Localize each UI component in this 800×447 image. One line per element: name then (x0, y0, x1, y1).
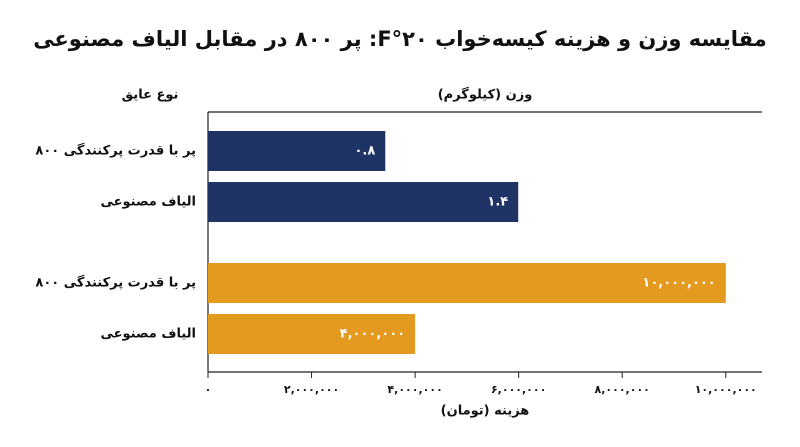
bar (208, 263, 726, 303)
y-tick-label: الیاف مصنوعی (100, 195, 196, 210)
x-tick-label: ۸,۰۰۰,۰۰۰ (595, 383, 650, 396)
x-tick-label: ۲,۰۰۰,۰۰۰ (284, 383, 339, 396)
data-label: ۰.۸ (354, 144, 375, 159)
y-tick-label: پر با قدرت پرکنندگی ۸۰۰ (35, 143, 196, 159)
y-tick-label: الیاف مصنوعی (100, 327, 196, 342)
x-tick-label: ۱۰,۰۰۰,۰۰۰ (695, 383, 757, 396)
chart-title: مقایسه وزن و هزینه کیسه‌خواب ۲۰°F: پر ۸۰… (33, 27, 767, 51)
data-label: ۱.۴ (487, 195, 508, 210)
x-tick-label: ۶,۰۰۰,۰۰۰ (491, 383, 546, 396)
bar (208, 182, 519, 222)
x-tick-label: ۰ (205, 383, 212, 396)
x-axis-label: هزینه (تومان) (441, 404, 530, 419)
y-tick-label: پر با قدرت پرکنندگی ۸۰۰ (35, 275, 196, 291)
data-label: ۱۰,۰۰۰,۰۰۰ (642, 276, 715, 291)
x-axis-label: وزن (کیلوگرم) (438, 87, 533, 103)
y-axis-label: نوع عایق (122, 88, 179, 103)
bar (208, 131, 386, 171)
data-label: ۴,۰۰۰,۰۰۰ (340, 327, 405, 342)
x-tick-label: ۴,۰۰۰,۰۰۰ (387, 383, 442, 396)
bar (208, 314, 416, 354)
